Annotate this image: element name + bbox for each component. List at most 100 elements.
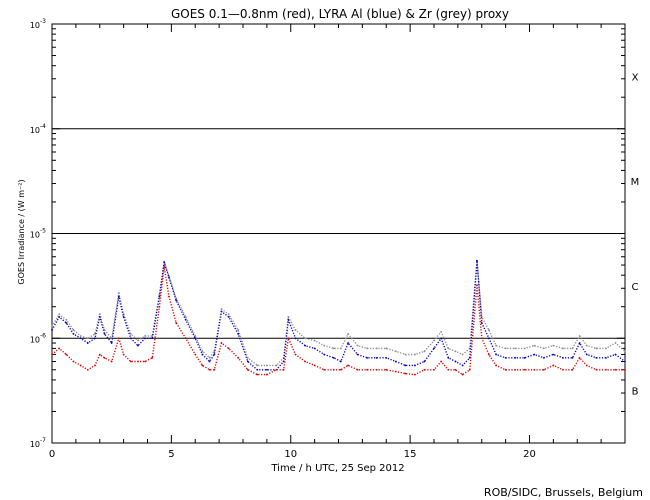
data-point xyxy=(58,315,61,318)
data-point xyxy=(605,356,607,359)
data-point xyxy=(213,350,216,353)
data-point xyxy=(144,335,147,337)
data-point xyxy=(454,350,457,353)
data-point xyxy=(313,339,316,342)
data-point xyxy=(394,370,397,373)
data-point xyxy=(213,353,216,356)
data-point xyxy=(72,360,75,363)
data-point xyxy=(117,292,120,294)
data-point xyxy=(552,364,555,367)
data-point xyxy=(605,347,607,350)
data-point xyxy=(237,356,240,359)
data-point xyxy=(287,337,290,340)
data-point xyxy=(103,333,106,335)
data-point xyxy=(246,360,249,363)
data-point xyxy=(158,293,161,296)
data-point xyxy=(151,335,154,337)
data-point xyxy=(294,353,297,356)
flare-class-labels: X M C B xyxy=(631,72,640,397)
data-point xyxy=(265,373,268,376)
data-point xyxy=(488,337,490,340)
data-point xyxy=(423,360,426,363)
x-axis-label: Time / h UTC, 25 Sep 2012 xyxy=(270,463,404,474)
data-point xyxy=(562,368,564,371)
data-point xyxy=(578,356,581,359)
data-point xyxy=(356,353,359,356)
flare-class-label: X xyxy=(632,72,639,83)
data-point xyxy=(454,368,457,371)
data-point xyxy=(423,350,426,353)
data-point xyxy=(514,347,517,350)
data-point xyxy=(578,342,581,344)
data-point xyxy=(313,347,316,350)
data-point xyxy=(447,356,450,359)
data-point xyxy=(514,368,517,371)
data-point xyxy=(275,364,278,367)
data-point xyxy=(414,353,416,356)
data-point xyxy=(385,356,388,359)
data-point xyxy=(414,373,416,376)
y-tick-exponent: -6 xyxy=(40,332,46,339)
data-point xyxy=(624,360,626,363)
data-point xyxy=(227,347,230,350)
data-point xyxy=(201,364,204,367)
data-point xyxy=(414,364,416,367)
data-point xyxy=(208,368,211,371)
data-point xyxy=(175,299,178,302)
data-point xyxy=(356,344,359,347)
data-point xyxy=(523,368,526,371)
data-point xyxy=(542,356,545,359)
data-point xyxy=(514,356,517,359)
y-axis-label: GOES Irradiance / (W m⁻²) xyxy=(17,179,26,284)
series-trace xyxy=(51,260,626,371)
y-tick-exponent: -5 xyxy=(40,228,46,235)
data-point xyxy=(137,344,139,347)
data-point xyxy=(175,322,178,324)
data-point xyxy=(86,368,89,371)
data-point xyxy=(110,360,113,363)
flare-class-label: M xyxy=(631,177,640,188)
data-series xyxy=(51,259,626,376)
data-point xyxy=(533,368,536,371)
data-point xyxy=(552,344,555,347)
data-point xyxy=(220,308,223,310)
data-point xyxy=(220,310,223,313)
data-point xyxy=(103,356,106,359)
data-point xyxy=(275,368,278,371)
data-point xyxy=(523,356,526,359)
data-point xyxy=(144,360,147,363)
x-tick-label: 20 xyxy=(523,449,536,460)
data-point xyxy=(51,325,53,328)
data-point xyxy=(237,329,240,331)
data-point xyxy=(332,356,335,359)
data-point xyxy=(624,368,626,371)
x-tick-label: 5 xyxy=(168,449,174,460)
data-point xyxy=(168,276,170,279)
data-point xyxy=(468,368,471,371)
data-point xyxy=(72,333,75,335)
data-point xyxy=(323,368,326,371)
data-point xyxy=(94,364,96,367)
data-point xyxy=(433,339,435,342)
data-point xyxy=(595,368,598,371)
data-point xyxy=(440,360,443,363)
data-point xyxy=(394,360,397,363)
data-point xyxy=(213,368,216,371)
data-point xyxy=(571,356,574,359)
data-point xyxy=(208,360,211,363)
data-point xyxy=(578,335,581,337)
data-point xyxy=(332,368,335,371)
data-point xyxy=(137,339,139,342)
data-point xyxy=(552,353,555,356)
flare-class-label: C xyxy=(632,282,639,293)
data-point xyxy=(394,350,397,353)
data-point xyxy=(51,353,53,356)
data-point xyxy=(461,373,464,376)
data-point xyxy=(375,368,378,371)
data-point xyxy=(476,259,478,262)
data-point xyxy=(117,295,120,298)
data-point xyxy=(404,372,407,375)
x-tick-label: 15 xyxy=(404,449,417,460)
data-point xyxy=(624,350,626,353)
y-ticks: 10-710-610-510-410-3 xyxy=(30,18,625,449)
